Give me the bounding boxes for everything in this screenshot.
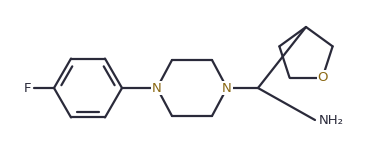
Text: NH₂: NH₂ [319,113,344,127]
Text: F: F [24,81,31,95]
Text: N: N [222,81,232,95]
Text: O: O [317,71,328,84]
Text: N: N [152,81,162,95]
